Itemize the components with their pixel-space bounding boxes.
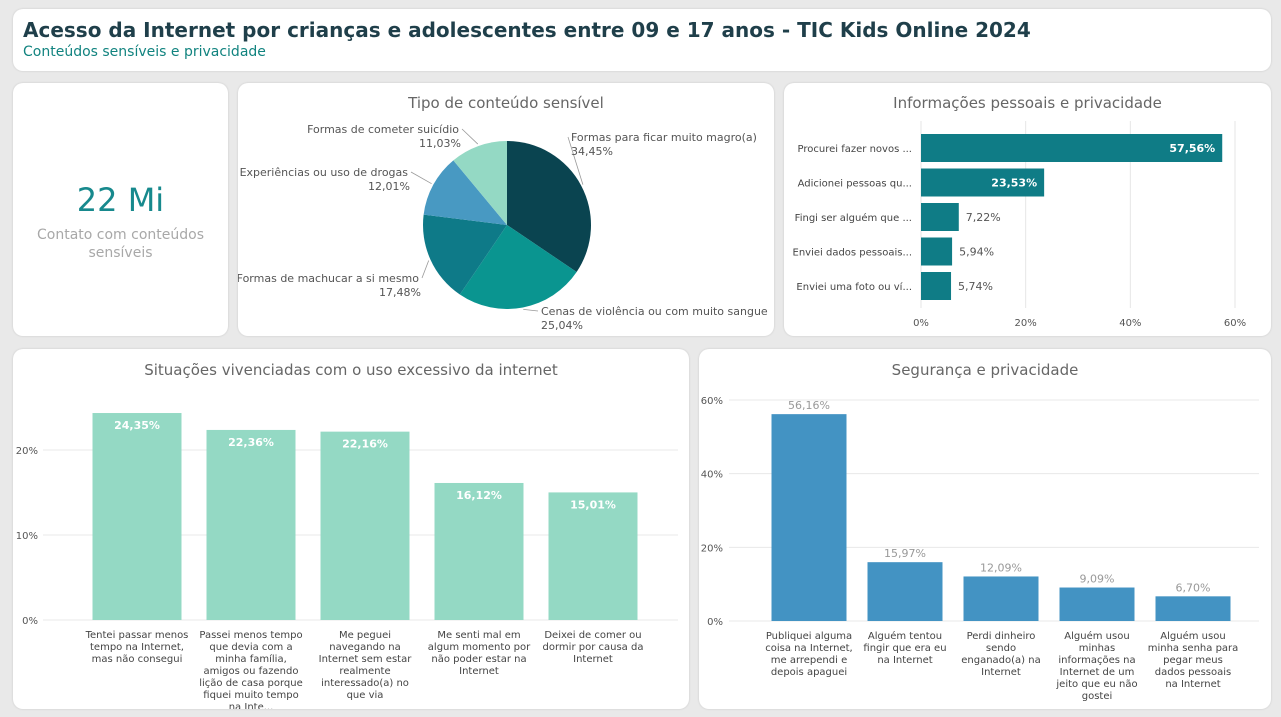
hbar-bar-4: [921, 237, 953, 266]
vbar-value-label: 15,01%: [570, 498, 616, 511]
vbar-category-label: Me peguei navegando na Internet sem esta…: [318, 630, 412, 701]
pie-label-formas-de-cometer-suicidio: Formas de cometer suicídio: [307, 123, 459, 136]
pie-slice-experiencias-ou-uso-de-drogas: [423, 160, 507, 225]
pie-leader-line: [523, 309, 539, 312]
pie-value-label: 34,45%: [571, 145, 613, 158]
hbar-bar-5: [921, 272, 952, 300]
vbar-bar-3: [963, 576, 1039, 621]
hbar-chart-title: Informações pessoais e privacidade: [893, 94, 1162, 112]
pie-slice-formas-de-cometer-suicidio: [453, 141, 507, 225]
vbar-bar-2: [867, 562, 943, 621]
hbar-category-label: Fingi ser alguém que ...: [795, 212, 912, 224]
pie-leader-line: [461, 128, 479, 145]
vbar-value-label: 16,12%: [456, 489, 502, 502]
hbar-category-label: Adicionei pessoas qu...: [798, 179, 912, 190]
hbar-value-label: 23,53%: [991, 177, 1037, 190]
vbar-value-label: 22,16%: [342, 438, 388, 451]
vbar-bar-5: [548, 492, 638, 620]
vbar-bar-4: [1059, 587, 1135, 621]
kpi-label: Contato com conteúdos sensíveis: [37, 227, 204, 261]
vbar-bar-3: [320, 431, 410, 620]
hbar-tick-label: 0%: [913, 318, 929, 329]
vbar-value-label: 56,16%: [788, 399, 830, 412]
hbar-bar-3: [921, 203, 959, 231]
hbar-tick-label: 20%: [1015, 318, 1037, 329]
hbar-category-label: Procurei fazer novos ...: [798, 144, 912, 155]
hbar-tick-label: 40%: [1119, 318, 1141, 329]
vbar-bar-4: [434, 482, 524, 620]
vbar-tick-label: 0%: [707, 617, 723, 628]
hbar-chart: 0% 20% 40% 60% Procurei fazer novos ... 57,56…: [793, 121, 1246, 329]
pie-slice-formas-de-machucar-a-si-mesmo: [423, 214, 507, 295]
vbar-category-label: Deixei de comer ou dormir por causa da I…: [542, 630, 644, 665]
pie-chart-card: Tipo de conteúdo sensível Formas para fi…: [238, 83, 774, 336]
vbar-tick-label: 20%: [16, 446, 38, 457]
pie-chart-title: Tipo de conteúdo sensível: [408, 94, 604, 112]
hbar-value-label: 57,56%: [1169, 142, 1215, 155]
vbar-category-label: Me senti mal em algum momento por não po…: [427, 630, 531, 677]
pie-value-label: 11,03%: [419, 137, 461, 150]
vbar-category-label: Passei menos tempo que devia com a minha…: [199, 630, 303, 709]
vbar-category-label: Perdi dinheiro sendo enganado(a) na Inte…: [961, 631, 1041, 678]
vbar-value-label: 12,09%: [980, 561, 1022, 574]
vbar-category-label: Alguém tentou fingir que era eu na Inter…: [863, 631, 947, 666]
vbar-chart-excess-title: Situações vivenciadas com o uso excessiv…: [144, 361, 558, 379]
kpi-value: 22 Mi: [76, 181, 165, 219]
pie-value-label: 12,01%: [368, 180, 410, 193]
pie-label-formas-de-machucar-a-si-mesmo: Formas de machucar a si mesmo: [238, 272, 419, 285]
pie-value-label: 17,48%: [379, 286, 421, 299]
vbar-tick-label: 0%: [22, 616, 38, 627]
vbar-bar-1: [771, 414, 847, 621]
vbar-tick-label: 60%: [701, 396, 723, 407]
pie-label-formas-para-ficar-muito-magro-a: Formas para ficar muito magro(a): [571, 131, 757, 144]
vbar-value-label: 9,09%: [1080, 573, 1115, 586]
hbar-value-label: 5,74%: [958, 280, 993, 293]
vbar-bar-5: [1155, 596, 1231, 621]
hbar-bar-1: [921, 134, 1223, 162]
vbar-value-label: 22,36%: [228, 436, 274, 449]
vbar-bar-1: [92, 413, 182, 620]
hbar-category-label: Enviei dados pessoais...: [793, 248, 912, 259]
vbar-chart-excess: 0% 10% 20% 24,35% 22,36% 22,16% 16,12% 15,01%: [16, 413, 678, 627]
hbar-value-label: 5,94%: [959, 246, 994, 259]
pie-leader-line: [410, 171, 432, 185]
hbar-category-label: Enviei uma foto ou ví...: [796, 281, 912, 293]
vbar-category-label: Publiquei alguma coisa na Internet, me a…: [765, 631, 853, 678]
vbar-chart-security: 0% 20% 40% 60% 56,16% 15,97% 12,09% 9,09% 6,70%: [701, 396, 1259, 628]
vbar-tick-label: 20%: [701, 543, 723, 554]
pie-leader-line: [421, 260, 430, 279]
pie-slice-formas-para-ficar-muito-magro-a: [507, 141, 591, 272]
vbar-category-label: Alguém usou minhas informações na Intern…: [1056, 631, 1138, 702]
page-title: Acesso da Internet por crianças e adoles…: [23, 18, 1031, 42]
pie-slice-cenas-de-violencia-ou-com-muito-sangue: [459, 225, 577, 309]
vbar-tick-label: 40%: [701, 470, 723, 481]
vbar-value-label: 6,70%: [1176, 581, 1211, 594]
hbar-bar-2: [921, 168, 1045, 197]
kpi-card: 22 Mi Contato com conteúdos sensíveis: [13, 83, 228, 336]
vbar-category-label: Tentei passar menos tempo na Internet, m…: [85, 630, 189, 665]
hbar-tick-label: 60%: [1224, 318, 1246, 329]
vbar-value-label: 15,97%: [884, 547, 926, 560]
vbar-category-label: Alguém usou minha senha para pegar meus …: [1147, 631, 1239, 690]
vbar-tick-label: 10%: [16, 531, 38, 542]
vbar-chart-security-card: Segurança e privacidade 0% 20% 40% 60% 56,16…: [699, 349, 1271, 709]
pie-label-cenas-de-violencia-ou-com-muito-sangue: Cenas de violência ou com muito sangue: [541, 305, 768, 318]
hbar-chart-card: Informações pessoais e privacidade 0% 20%…: [784, 83, 1271, 336]
hbar-value-label: 7,22%: [966, 211, 1001, 224]
page-subtitle: Conteúdos sensíveis e privacidade: [23, 44, 266, 60]
vbar-bar-2: [206, 429, 296, 620]
vbar-chart-security-title: Segurança e privacidade: [891, 361, 1079, 379]
header-card: Acesso da Internet por crianças e adoles…: [13, 9, 1271, 71]
vbar-chart-excess-card: Situações vivenciadas com o uso excessiv…: [13, 349, 689, 709]
vbar-value-label: 24,35%: [114, 419, 160, 432]
pie-label-experiencias-ou-uso-de-drogas: Experiências ou uso de drogas: [240, 166, 409, 179]
pie-value-label: 25,04%: [541, 319, 583, 332]
pie-leader-line: [567, 136, 584, 185]
pie-chart: Formas para ficar muito magro(a)34,45% Ce…: [238, 123, 768, 332]
